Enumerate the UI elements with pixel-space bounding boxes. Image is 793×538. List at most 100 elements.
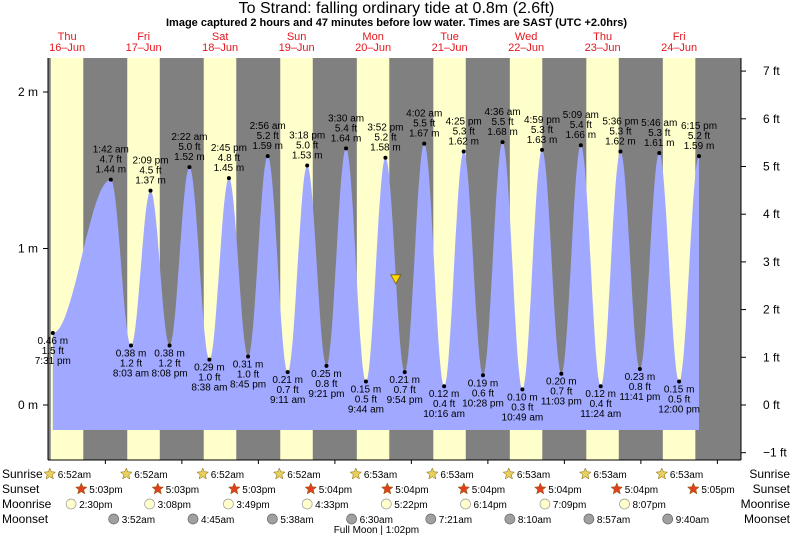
tide-label: 8:08 pm: [151, 369, 187, 380]
tide-label: 1.64 m: [331, 133, 362, 144]
tide-label: 1.0 ft: [198, 373, 220, 384]
tide-label: 0.6 ft: [472, 388, 494, 399]
sunset-time: 5:04pm: [319, 485, 352, 496]
tide-label: 4.7 ft: [100, 155, 122, 166]
sunrise-time: 6:52am: [287, 470, 320, 481]
moonrise-icon: [65, 498, 77, 510]
tide-label: 4:36 am: [484, 107, 520, 118]
sunset-time: 5:03pm: [166, 485, 199, 496]
tide-label: 0.15 m: [664, 385, 695, 396]
high-tide-point: [422, 141, 427, 146]
axes: 0 m 1 m 2 m −1 ft 0 ft 1 ft 2 ft 3 ft 4 ft 5 ft 6 …: [18, 64, 787, 460]
sunset-time: 5:03pm: [242, 485, 275, 496]
high-tide-point: [383, 155, 388, 160]
high-tide-point: [108, 177, 113, 182]
tide-label: 1.44 m: [96, 165, 127, 176]
moonrise-icon: [144, 498, 155, 510]
low-tide-point: [167, 343, 172, 348]
sunrise-time: 6:53am: [440, 470, 473, 481]
tide-area: [52, 142, 700, 430]
tide-label: 11:03 pm: [541, 397, 582, 408]
tide-label: 9:11 am: [270, 395, 305, 406]
sunrise-time: 6:53am: [364, 470, 397, 481]
tide-label: 0.38 m: [116, 349, 147, 360]
tide-label: 1.59 m: [684, 141, 715, 152]
tide-label: 3:18 pm: [289, 131, 325, 142]
tide-label: 0.10 m: [507, 392, 538, 403]
tide-label: 1.67 m: [409, 129, 440, 140]
high-tide-point: [187, 165, 192, 170]
tide-label: 0.29 m: [194, 363, 225, 374]
low-tide-point: [637, 367, 642, 372]
sunrise-time: 6:53am: [670, 470, 703, 481]
tide-label: 0.3 ft: [511, 402, 533, 413]
sunrise-icon: [655, 467, 669, 480]
moonrise-icon: [460, 498, 471, 510]
tide-label: 5.0 ft: [178, 142, 200, 153]
sunset-icon: [74, 482, 88, 495]
right-tick-label: −1 ft: [763, 446, 787, 460]
tide-label: 3:30 am: [328, 113, 364, 124]
tide-label: 1.37 m: [135, 176, 166, 187]
sunset-time: 5:04pm: [472, 485, 505, 496]
moonset-time: 5:38am: [280, 515, 313, 526]
day-name: Sun: [287, 31, 307, 43]
high-tide-point: [540, 147, 545, 152]
right-tick-label: 0 ft: [763, 398, 780, 412]
day-date: 20–Jun: [355, 42, 391, 54]
tide-label: 5:36 pm: [602, 116, 638, 127]
moonset-icon: [346, 513, 357, 525]
low-tide-point: [598, 384, 603, 389]
tide-label: 5.3 ft: [453, 126, 475, 137]
tide-label: 4:02 am: [406, 109, 442, 120]
day-name: Fri: [673, 31, 686, 43]
tide-label: 2:56 am: [250, 121, 286, 132]
moonrise-time: 6:14pm: [474, 500, 507, 511]
left-tick-label: 2 m: [18, 85, 38, 99]
tide-label: 5.4 ft: [335, 123, 357, 134]
moonset-icon: [583, 513, 595, 525]
tide-labels: 0.46 m1.5 ft7:31 pm 1:42 am4.7 ft1.44 m 0.…: [35, 107, 717, 423]
tide-label: 5.5 ft: [491, 117, 513, 128]
day-name: Tue: [440, 31, 459, 43]
day-date: 16–Jun: [49, 42, 85, 54]
day-date: 17–Jun: [126, 42, 162, 54]
low-tide-point: [559, 371, 564, 376]
sunrise-time: 6:52am: [211, 470, 244, 481]
high-tide-point: [344, 146, 349, 151]
moonrise-time: 3:49pm: [236, 500, 269, 511]
tide-label: 4:59 pm: [524, 115, 560, 126]
tide-label: 5.2 ft: [257, 131, 279, 142]
day-date: 23–Jun: [585, 42, 621, 54]
chart-subtitle: Image captured 2 hours and 47 minutes be…: [165, 17, 628, 29]
high-tide-point: [618, 149, 623, 154]
sunrise-icon: [502, 467, 516, 480]
chart-title: To Strand: falling ordinary tide at 0.8m…: [238, 0, 555, 17]
sunset-row-label-right: Sunset: [753, 482, 791, 496]
tide-label: 5.3 ft: [609, 126, 631, 137]
tide-label: 8:45 pm: [230, 379, 266, 390]
tide-label: 5.2 ft: [688, 131, 710, 142]
day-name: Thu: [593, 31, 612, 43]
tide-label: 11:24 am: [580, 409, 621, 420]
sunrise-icon: [425, 467, 439, 480]
sunrise-row-label-right: Sunrise: [749, 467, 790, 481]
moonset-time: 9:40am: [676, 515, 709, 526]
plot-frame: [47, 58, 742, 464]
tide-label: 1.62 m: [605, 136, 636, 147]
moonrise-row-label-right: Moonrise: [741, 497, 791, 511]
low-tide-point: [520, 387, 525, 392]
tide-label: 5.3 ft: [531, 125, 553, 136]
tide-label: 1.59 m: [252, 141, 283, 152]
sunset-row-label: Sunset: [2, 482, 40, 496]
moonset-icon: [425, 513, 437, 525]
low-tide-point: [207, 357, 212, 362]
tide-label: 5.0 ft: [296, 141, 318, 152]
tide-label: 9:54 pm: [387, 395, 423, 406]
tide-label: 0.20 m: [546, 377, 577, 388]
moonset-time: 7:21am: [439, 515, 472, 526]
tide-label: 0.38 m: [154, 349, 185, 360]
low-tide-point: [285, 370, 290, 375]
sunrise-time: 6:53am: [593, 470, 626, 481]
